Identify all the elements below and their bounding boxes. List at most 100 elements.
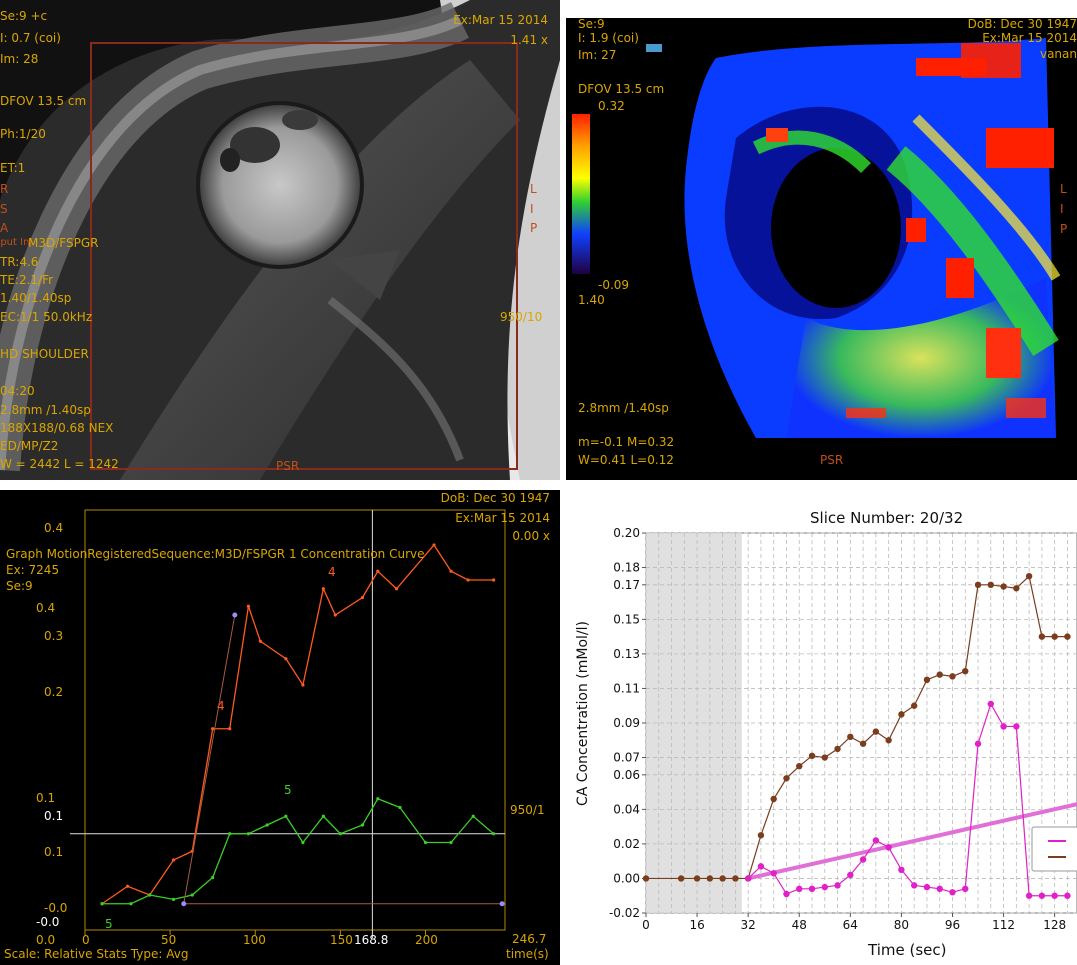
series-5-point: [321, 814, 325, 818]
cm-scale-extra: 1.40: [578, 293, 605, 307]
y-tick-label: 0.18: [613, 561, 640, 575]
et-label: ET:1: [0, 161, 26, 175]
window-level-label: W = 2442 L = 1242: [0, 457, 119, 471]
series-1-point: [962, 885, 969, 893]
panel-ca-concentration-chart: 0.20 0.18 0.17 0.15 0.13 0.11 0.09 0.07 0.06 0.04…: [566, 495, 1077, 965]
series-0-point: [847, 733, 854, 741]
y-tick-label: 0.20: [613, 526, 640, 540]
panel-mri-grayscale: Se:9 +c I: 0.7 (coi) Im: 28 DFOV 13.5 cm…: [0, 0, 560, 480]
series-5-point: [471, 814, 475, 818]
series-4-point: [466, 578, 470, 582]
zoom-label: 1.41 x: [510, 33, 548, 47]
series-0-point: [1000, 583, 1007, 590]
y-tick-2: 0.3: [44, 629, 64, 643]
series-0-point: [1038, 633, 1046, 640]
series-label: Se:9 +c: [0, 9, 48, 23]
y-tick-3: 0.2: [44, 685, 64, 699]
series-4-point: [284, 657, 288, 661]
series-5-point: [100, 902, 104, 906]
series-0-point: [923, 676, 931, 684]
fit-line: [746, 802, 1077, 881]
curve-5-label-b: 5: [105, 917, 113, 931]
series-4-point: [432, 543, 436, 547]
cm-mval-label: m=-0.1 M=0.32: [578, 435, 675, 449]
panel-colormap: Se:9 I: 1.9 (coi) Im: 27 DFOV 13.5 cm 0.…: [566, 18, 1077, 480]
graph-frame: [84, 509, 506, 931]
image-number: Im: 28: [0, 52, 39, 66]
y-tick-label: 0.09: [613, 716, 640, 730]
x-tick-label: 48: [792, 918, 807, 932]
roi-extra-endpoint: [232, 612, 238, 618]
y-tick-label: 0.13: [613, 647, 640, 661]
baseline-start-point: [181, 901, 187, 907]
series-5-point: [284, 814, 288, 818]
y-tick-1: 0.4: [36, 601, 56, 615]
series-4-point: [171, 858, 176, 862]
series-4-point: [228, 727, 232, 731]
series-1-point: [744, 875, 752, 882]
series-0-point: [719, 875, 726, 882]
graph-cursor-label: 168.8: [354, 933, 389, 947]
series-5-point: [491, 832, 496, 836]
series-5-point: [338, 832, 342, 836]
series-1-point: [974, 740, 982, 747]
graph-title: Graph MotionRegisteredSequence:M3D/FSPGR…: [6, 547, 425, 561]
x-tick-label: 64: [843, 918, 858, 932]
y-tick-label: 0.15: [613, 612, 640, 626]
cm-orient-bottom: PSR: [820, 453, 844, 467]
series-1-point: [1025, 892, 1033, 899]
ed-label: ED/MP/Z2: [0, 439, 59, 453]
y-tick-label: 0.02: [613, 837, 640, 851]
ca-concentration-plot[interactable]: 0.20 0.18 0.17 0.15 0.13 0.11 0.09 0.07 0.06 0.04…: [566, 495, 1077, 965]
spacing-label: 1.40/1.40sp: [0, 291, 72, 305]
series-1-point: [885, 844, 892, 851]
series-0-point: [910, 702, 918, 709]
series-5-point: [190, 893, 194, 897]
series-0-point: [974, 581, 982, 589]
x-axis-label: Time (sec): [868, 941, 947, 959]
series-5-point: [148, 893, 152, 897]
y-tick-label: 0.00: [613, 871, 640, 885]
dfov-label: DFOV 13.5 cm: [0, 94, 87, 108]
matrix-label: 188X188/0.68 NEX: [0, 421, 114, 435]
roi-box[interactable]: [90, 42, 518, 470]
cm-wval-label: W=0.41 L=0.12: [578, 453, 674, 467]
series-5-point: [360, 823, 365, 827]
series-4-point: [321, 587, 325, 591]
orient-left-s: S: [0, 202, 8, 216]
series-4-point: [301, 683, 305, 687]
series-4-point: [376, 569, 380, 573]
mri-grayscale-image: [0, 0, 560, 480]
series-0-point: [1064, 633, 1071, 640]
series-5-point: [171, 897, 176, 901]
series-0-point: [783, 775, 790, 782]
series-1-point: [847, 871, 854, 879]
series-0-point: [885, 737, 892, 744]
series-0-point: [677, 875, 685, 882]
y-tick-9: 0.0: [36, 933, 56, 947]
input-partial-label: nput Inl: [0, 237, 33, 248]
y-tick-label: 0.06: [613, 768, 640, 782]
roi-extra-line: [183, 614, 236, 904]
legend-box: [1031, 826, 1077, 872]
y-tick-label: -0.02: [609, 906, 640, 920]
cm-orient-i: I: [1060, 202, 1064, 216]
series-1-point: [834, 882, 841, 889]
series-0-point: [949, 673, 956, 680]
series-1-point: [1051, 892, 1058, 899]
concentration-graph-plot[interactable]: [0, 490, 560, 965]
panel-concentration-graph: Graph MotionRegisteredSequence:M3D/FSPGR…: [0, 490, 560, 965]
y-tick-label: 0.11: [613, 681, 640, 695]
graph-exam-date: Ex:Mar 15 2014: [455, 511, 550, 525]
series-0-point: [808, 752, 816, 760]
series-0-point: [770, 795, 777, 803]
series-5-line: [102, 797, 495, 905]
x-tick-0: 0: [82, 933, 90, 947]
colormap-image: [572, 38, 1061, 438]
orient-right-l: L: [530, 182, 537, 196]
series-0-point: [1013, 585, 1020, 592]
cm-scale-max: 0.32: [598, 99, 625, 113]
series-0-point: [1025, 572, 1033, 580]
orient-right-i: I: [530, 202, 534, 216]
series-0-point: [642, 875, 650, 882]
